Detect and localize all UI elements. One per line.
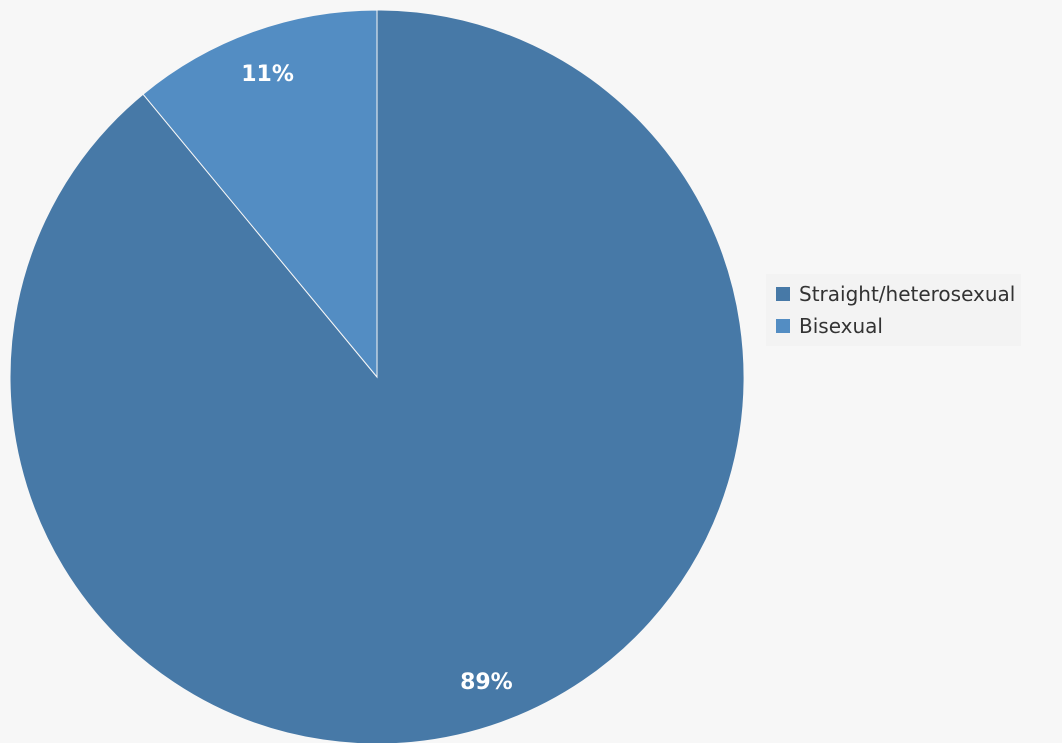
- legend-label-bisexual: Bisexual: [799, 314, 883, 338]
- legend-swatch-straight: [776, 287, 790, 301]
- legend-item-bisexual: Bisexual: [776, 310, 1015, 342]
- legend-item-straight: Straight/heterosexual: [776, 278, 1015, 310]
- legend-swatch-bisexual: [776, 319, 790, 333]
- slice-label-straight-heterosexual: 89%: [460, 670, 513, 695]
- legend-label-straight: Straight/heterosexual: [799, 282, 1016, 306]
- slice-label-bisexual: 11%: [241, 62, 294, 87]
- legend: Straight/heterosexual Bisexual: [766, 274, 1022, 346]
- pie-slice-bisexual: [142, 9, 378, 379]
